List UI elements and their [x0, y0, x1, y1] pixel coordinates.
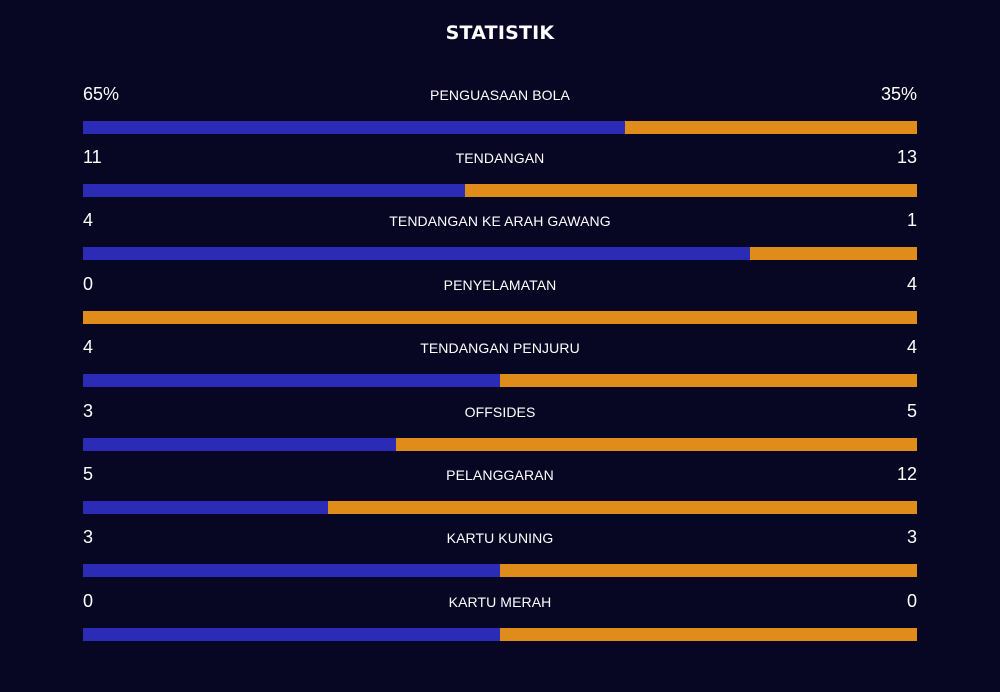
home-share-fill [83, 628, 500, 641]
away-value: 4 [906, 274, 917, 294]
home-value: 3 [83, 401, 94, 421]
stat-label: PENYELAMATAN [443, 277, 557, 293]
away-value: 0 [906, 591, 917, 611]
stat-row-yellow-cards: 3 KARTU KUNING 3 [83, 527, 917, 577]
home-value: 5 [83, 464, 94, 484]
away-value: 35% [880, 84, 917, 104]
comparison-bar [83, 438, 917, 451]
home-share-fill [83, 564, 500, 577]
stat-label: PELANGGARAN [446, 467, 554, 483]
home-value: 4 [83, 210, 94, 230]
away-value: 4 [906, 337, 917, 357]
comparison-bar [83, 121, 917, 134]
stat-row-possession: 65% PENGUASAAN BOLA 35% [83, 84, 917, 134]
comparison-bar [83, 184, 917, 197]
stat-row-shots: 11 TENDANGAN 13 [83, 147, 917, 197]
comparison-bar [83, 501, 917, 514]
home-value: 11 [83, 147, 102, 167]
stat-row-shots-on-target: 4 TENDANGAN KE ARAH GAWANG 1 [83, 210, 917, 260]
away-value: 12 [896, 464, 917, 484]
away-value: 13 [896, 147, 917, 167]
stat-label: TENDANGAN PENJURU [420, 340, 580, 356]
comparison-bar [83, 628, 917, 641]
home-share-fill [83, 121, 626, 134]
stat-label: OFFSIDES [464, 404, 536, 420]
stat-row-corners: 4 TENDANGAN PENJURU 4 [83, 337, 917, 387]
stat-label: KARTU MERAH [448, 594, 552, 610]
home-share-fill [83, 438, 396, 451]
home-share-fill [83, 247, 751, 260]
stat-label: TENDANGAN KE ARAH GAWANG [389, 213, 611, 229]
comparison-bar [83, 374, 917, 387]
comparison-bar [83, 311, 917, 324]
away-value: 5 [906, 401, 917, 421]
stat-row-red-cards: 0 KARTU MERAH 0 [83, 591, 917, 641]
home-value: 65% [83, 84, 120, 104]
home-share-fill [83, 184, 465, 197]
home-share-fill [83, 501, 329, 514]
stat-label: PENGUASAAN BOLA [430, 87, 570, 103]
stat-row-offsides: 3 OFFSIDES 5 [83, 401, 917, 451]
home-value: 0 [83, 274, 94, 294]
home-value: 3 [83, 527, 94, 547]
comparison-bar [83, 247, 917, 260]
away-value: 1 [906, 210, 917, 230]
home-value: 0 [83, 591, 94, 611]
panel-title: STATISTIK [445, 22, 555, 44]
away-value: 3 [906, 527, 917, 547]
comparison-bar [83, 564, 917, 577]
stat-row-fouls: 5 PELANGGARAN 12 [83, 464, 917, 514]
home-share-fill [83, 374, 500, 387]
stat-label: KARTU KUNING [446, 530, 554, 546]
home-value: 4 [83, 337, 94, 357]
stat-row-saves: 0 PENYELAMATAN 4 [83, 274, 917, 324]
stat-label: TENDANGAN [455, 150, 545, 166]
